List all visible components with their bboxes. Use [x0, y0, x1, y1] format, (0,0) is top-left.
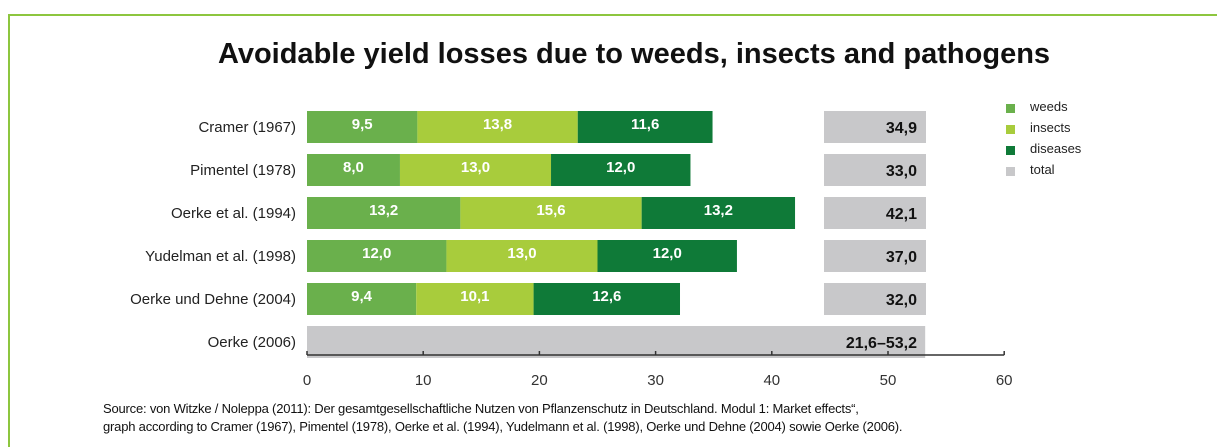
source-line-2: graph according to Cramer (1967), Piment…: [103, 419, 903, 434]
category-label: Oerke und Dehne (2004): [130, 291, 296, 308]
segment-value-label: 13,8: [483, 116, 512, 133]
x-tick-label: 40: [763, 372, 780, 389]
total-box: [824, 240, 926, 272]
bar-segment-insects: [416, 283, 534, 315]
legend-swatch-diseases: [1006, 146, 1015, 155]
segment-value-label: 8,0: [343, 159, 364, 176]
total-box: [824, 197, 926, 229]
source-line-1: Source: von Witzke / Noleppa (2011): Der…: [103, 401, 859, 416]
legend-label-diseases: diseases: [1030, 141, 1082, 156]
chart-frame: [8, 14, 1217, 447]
source-note: Source: von Witzke / Noleppa (2011): Der…: [103, 400, 903, 436]
total-value-label: 42,1: [886, 206, 917, 223]
x-tick-label: 20: [531, 372, 548, 389]
bar-segment-diseases: [551, 154, 691, 186]
x-tick-label: 0: [303, 372, 311, 389]
segment-value-label: 9,5: [352, 116, 373, 133]
bar-segment-insects: [446, 240, 598, 272]
segment-value-label: 12,0: [653, 245, 682, 262]
category-label: Pimentel (1978): [190, 162, 296, 179]
range-bar: [307, 326, 926, 358]
bar-segment-diseases: [641, 197, 796, 229]
total-value-label: 34,9: [886, 120, 917, 137]
segment-value-label: 13,0: [507, 245, 536, 262]
total-value-label: 37,0: [886, 249, 917, 266]
bar-segment-weeds: [307, 283, 417, 315]
category-label: Oerke et al. (1994): [171, 205, 296, 222]
category-label: Cramer (1967): [198, 119, 296, 136]
segment-value-label: 9,4: [351, 288, 373, 305]
total-value-label: 32,0: [886, 292, 917, 309]
legend-swatch-total: [1006, 167, 1015, 176]
segment-value-label: 12,0: [362, 245, 391, 262]
segment-value-label: 15,6: [536, 202, 565, 219]
total-value-label: 33,0: [886, 163, 917, 180]
x-tick-label: 30: [647, 372, 664, 389]
x-tick-label: 50: [880, 372, 897, 389]
x-tick-label: 10: [415, 372, 432, 389]
legend-label-weeds: weeds: [1029, 99, 1068, 114]
segment-value-label: 10,1: [460, 288, 489, 305]
segment-value-label: 12,0: [606, 159, 635, 176]
legend: weeds insects diseases total: [1006, 99, 1082, 177]
x-tick-label: 60: [996, 372, 1013, 389]
segment-value-label: 13,2: [704, 202, 733, 219]
legend-label-total: total: [1030, 162, 1055, 177]
bar-segment-insects: [399, 154, 552, 186]
total-box: [824, 111, 926, 143]
bar-segment-diseases: [533, 283, 681, 315]
segment-value-label: 13,2: [369, 202, 398, 219]
segment-value-label: 11,6: [631, 116, 659, 133]
bar-segment-diseases: [597, 240, 737, 272]
x-axis: 0 10 20 30 40 50 60: [303, 351, 1013, 389]
total-box: [824, 154, 926, 186]
legend-swatch-weeds: [1006, 104, 1015, 113]
bar-segment-weeds: [307, 111, 418, 143]
bar-segment-insects: [417, 111, 578, 143]
bar-segment-weeds: [307, 154, 400, 186]
segment-value-label: 13,0: [461, 159, 490, 176]
total-value-label: 21,6–53,2: [846, 335, 917, 352]
segment-value-label: 12,6: [592, 288, 621, 305]
category-label: Yudelman et al. (1998): [145, 248, 296, 265]
bar-segment-weeds: [307, 240, 447, 272]
category-label: Oerke (2006): [208, 334, 296, 351]
bars-group: Cramer (1967) 9,5 13,8 11,6 34,9 Pimentel (19…: [130, 111, 926, 358]
bar-segment-weeds: [307, 197, 461, 229]
total-box: [824, 283, 926, 315]
chart: Avoidable yield losses due to weeds, ins…: [130, 38, 1082, 389]
legend-label-insects: insects: [1030, 120, 1071, 135]
bar-segment-insects: [460, 197, 642, 229]
chart-title: Avoidable yield losses due to weeds, ins…: [218, 38, 1050, 70]
bar-segment-diseases: [577, 111, 713, 143]
legend-swatch-insects: [1006, 125, 1015, 134]
